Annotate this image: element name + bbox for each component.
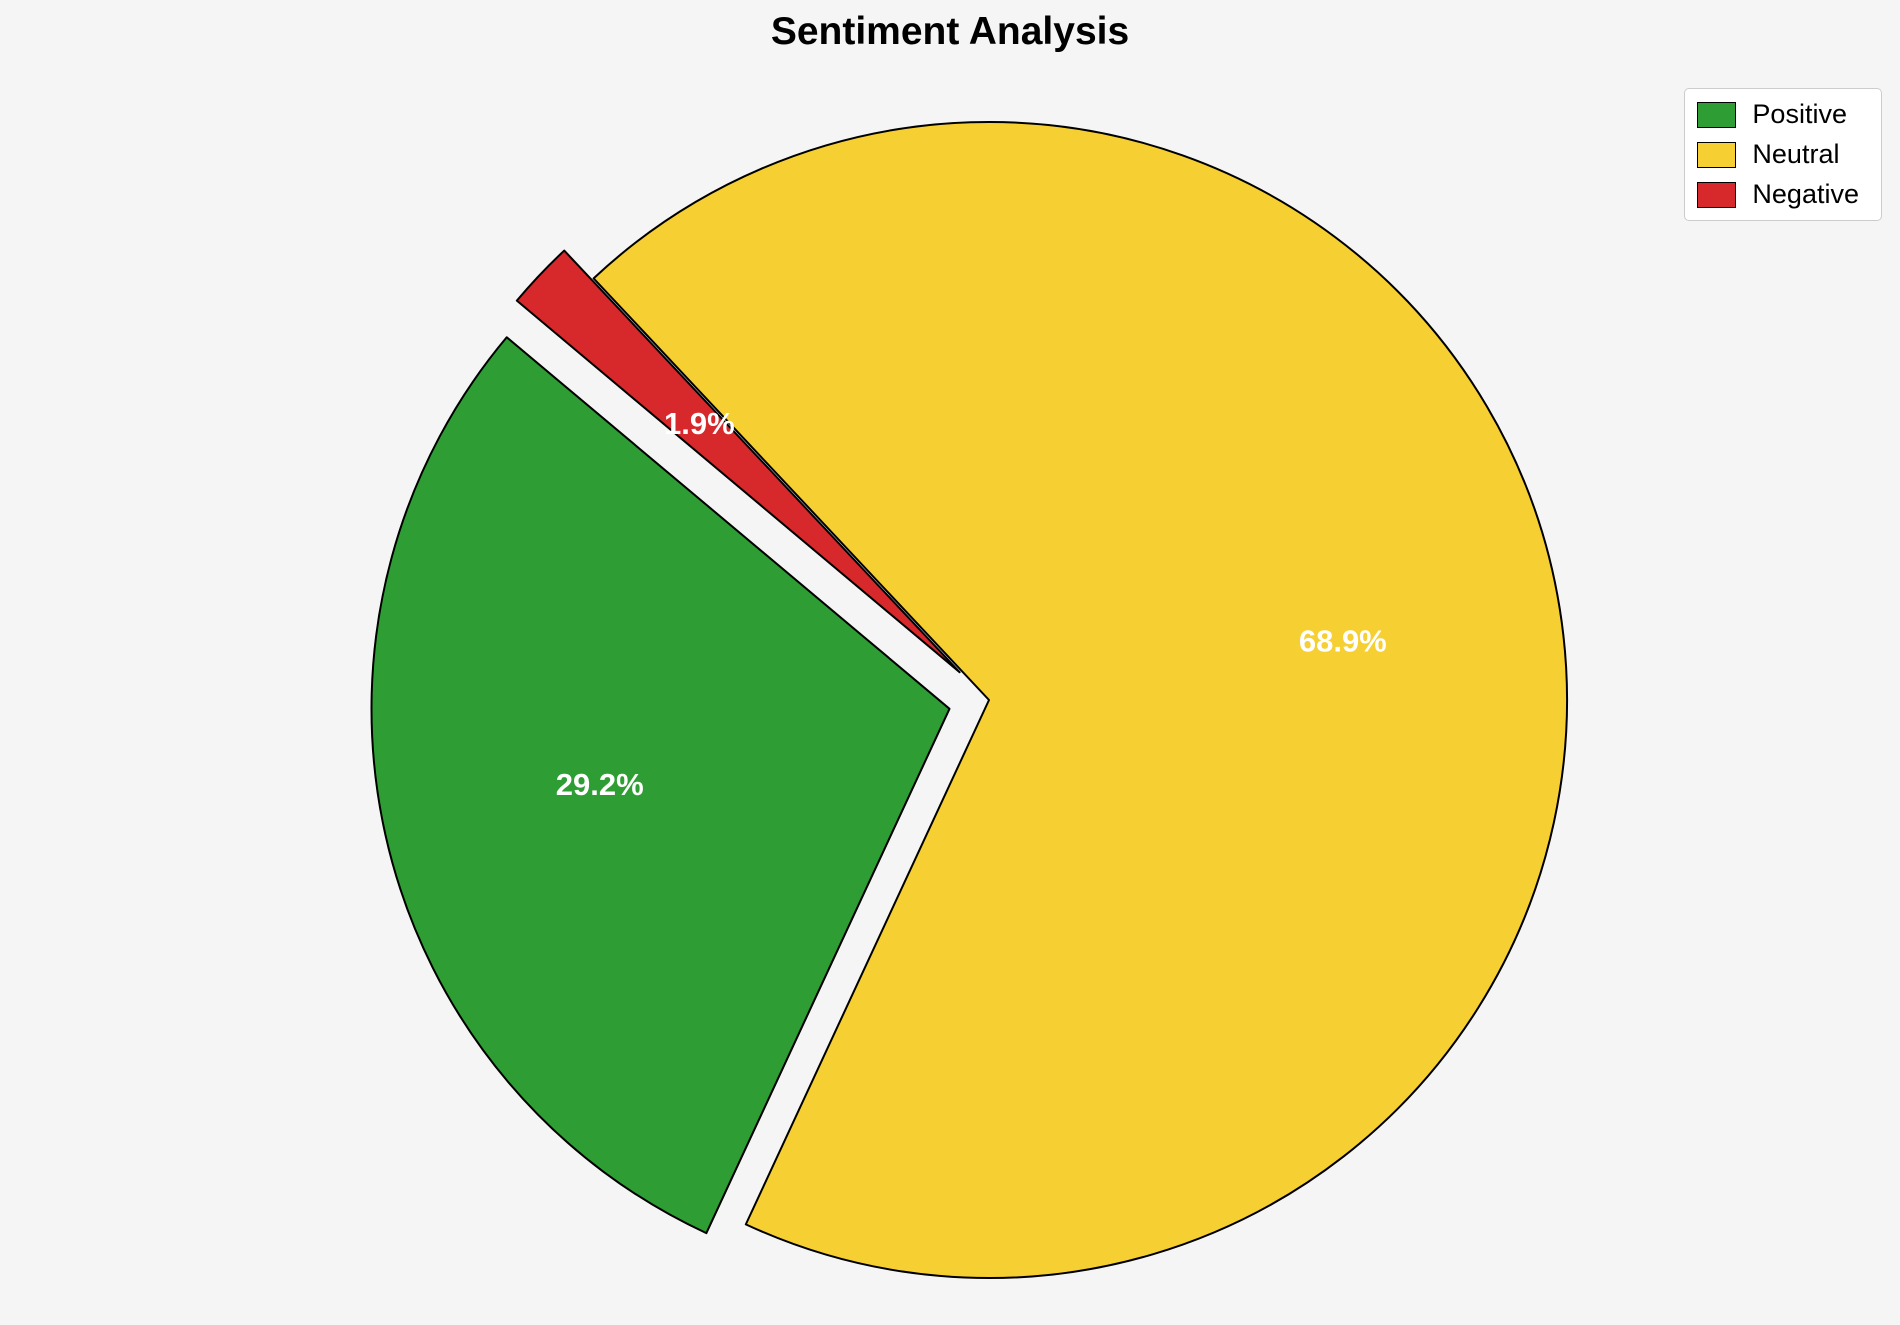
- legend-entry-neutral: Neutral: [1697, 141, 1865, 168]
- legend-entry-positive: Positive: [1697, 101, 1865, 128]
- pct-label-negative: 1.9%: [664, 406, 735, 441]
- pct-label-positive: 29.2%: [556, 767, 644, 802]
- chart-title: Sentiment Analysis: [770, 10, 1130, 53]
- pie-slice-neutral: [592, 121, 1568, 1279]
- pct-label-neutral: 68.9%: [1299, 623, 1387, 658]
- legend-swatch-positive: [1697, 101, 1737, 128]
- legend-label: Positive: [1752, 99, 1847, 129]
- pie-slice-negative: [515, 249, 961, 674]
- legend-entry-negative: Negative: [1697, 181, 1865, 208]
- pie-slice-positive: [370, 336, 951, 1235]
- legend-label: Neutral: [1752, 139, 1840, 169]
- legend: Positive Neutral Negative: [1684, 88, 1882, 221]
- legend-swatch-neutral: [1697, 141, 1737, 168]
- legend-swatch-negative: [1697, 181, 1737, 208]
- legend-label: Negative: [1752, 179, 1859, 209]
